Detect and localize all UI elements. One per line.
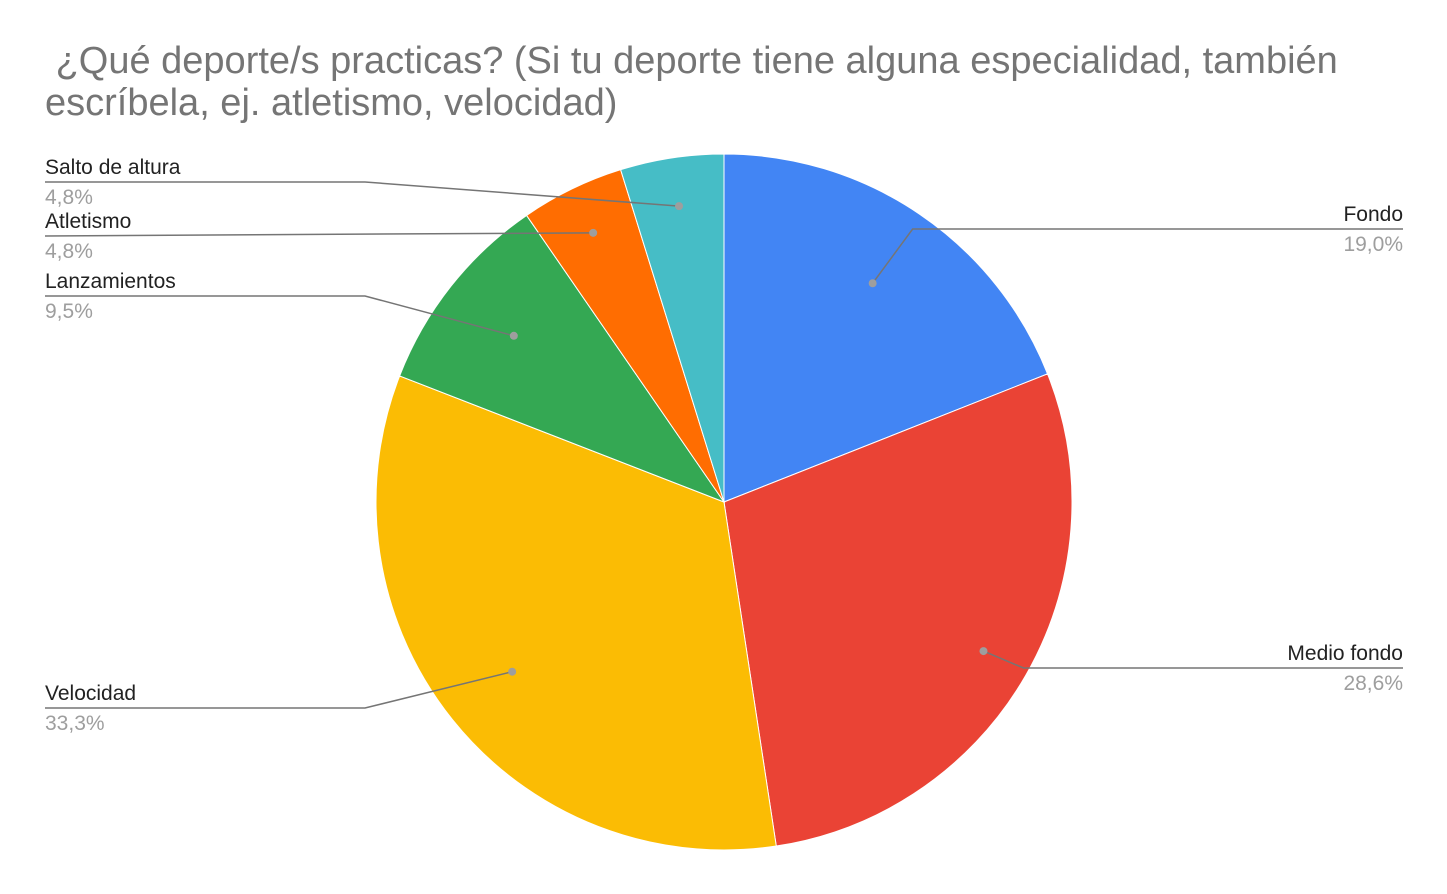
pie-slice-salto-de-altura <box>620 153 725 503</box>
slice-label-medio-fondo: Medio fondo <box>1287 642 1403 665</box>
pie-slice-velocidad <box>375 375 777 851</box>
slice-percent-fondo: 19,0% <box>1343 233 1403 256</box>
slice-label-salto-de-altura: Salto de altura <box>45 156 181 179</box>
leader-dot-fondo <box>868 279 877 288</box>
slice-label-lanzamientos: Lanzamientos <box>45 270 176 293</box>
pie-slice-lanzamientos <box>398 214 726 504</box>
chart-title: ¿Qué deporte/s practicas? (Si tu deporte… <box>45 40 1349 124</box>
leader-line-salto-de-altura <box>45 181 680 207</box>
leader-line-lanzamientos <box>45 295 515 337</box>
slice-percent-medio-fondo: 28,6% <box>1343 672 1403 695</box>
leader-dot-velocidad <box>508 667 517 676</box>
leader-dot-medio-fondo <box>979 647 988 656</box>
pie-slice-medio-fondo <box>723 373 1073 847</box>
slice-percent-atletismo: 4,8% <box>45 240 93 263</box>
slice-percent-lanzamientos: 9,5% <box>45 300 93 323</box>
pie-slice-fondo <box>723 153 1049 503</box>
slice-label-fondo: Fondo <box>1343 203 1403 226</box>
slice-label-velocidad: Velocidad <box>45 682 136 705</box>
slice-percent-velocidad: 33,3% <box>45 712 105 735</box>
leader-line-fondo <box>872 228 1403 284</box>
leader-dot-lanzamientos <box>509 331 518 340</box>
leader-line-medio-fondo <box>983 650 1403 669</box>
leader-line-atletismo <box>44 232 594 237</box>
slice-percent-salto-de-altura: 4,8% <box>45 186 93 209</box>
leader-dot-atletismo <box>589 228 598 237</box>
slice-label-atletismo: Atletismo <box>45 210 131 233</box>
leader-line-velocidad <box>45 670 513 709</box>
leader-dot-salto-de-altura <box>675 202 684 211</box>
